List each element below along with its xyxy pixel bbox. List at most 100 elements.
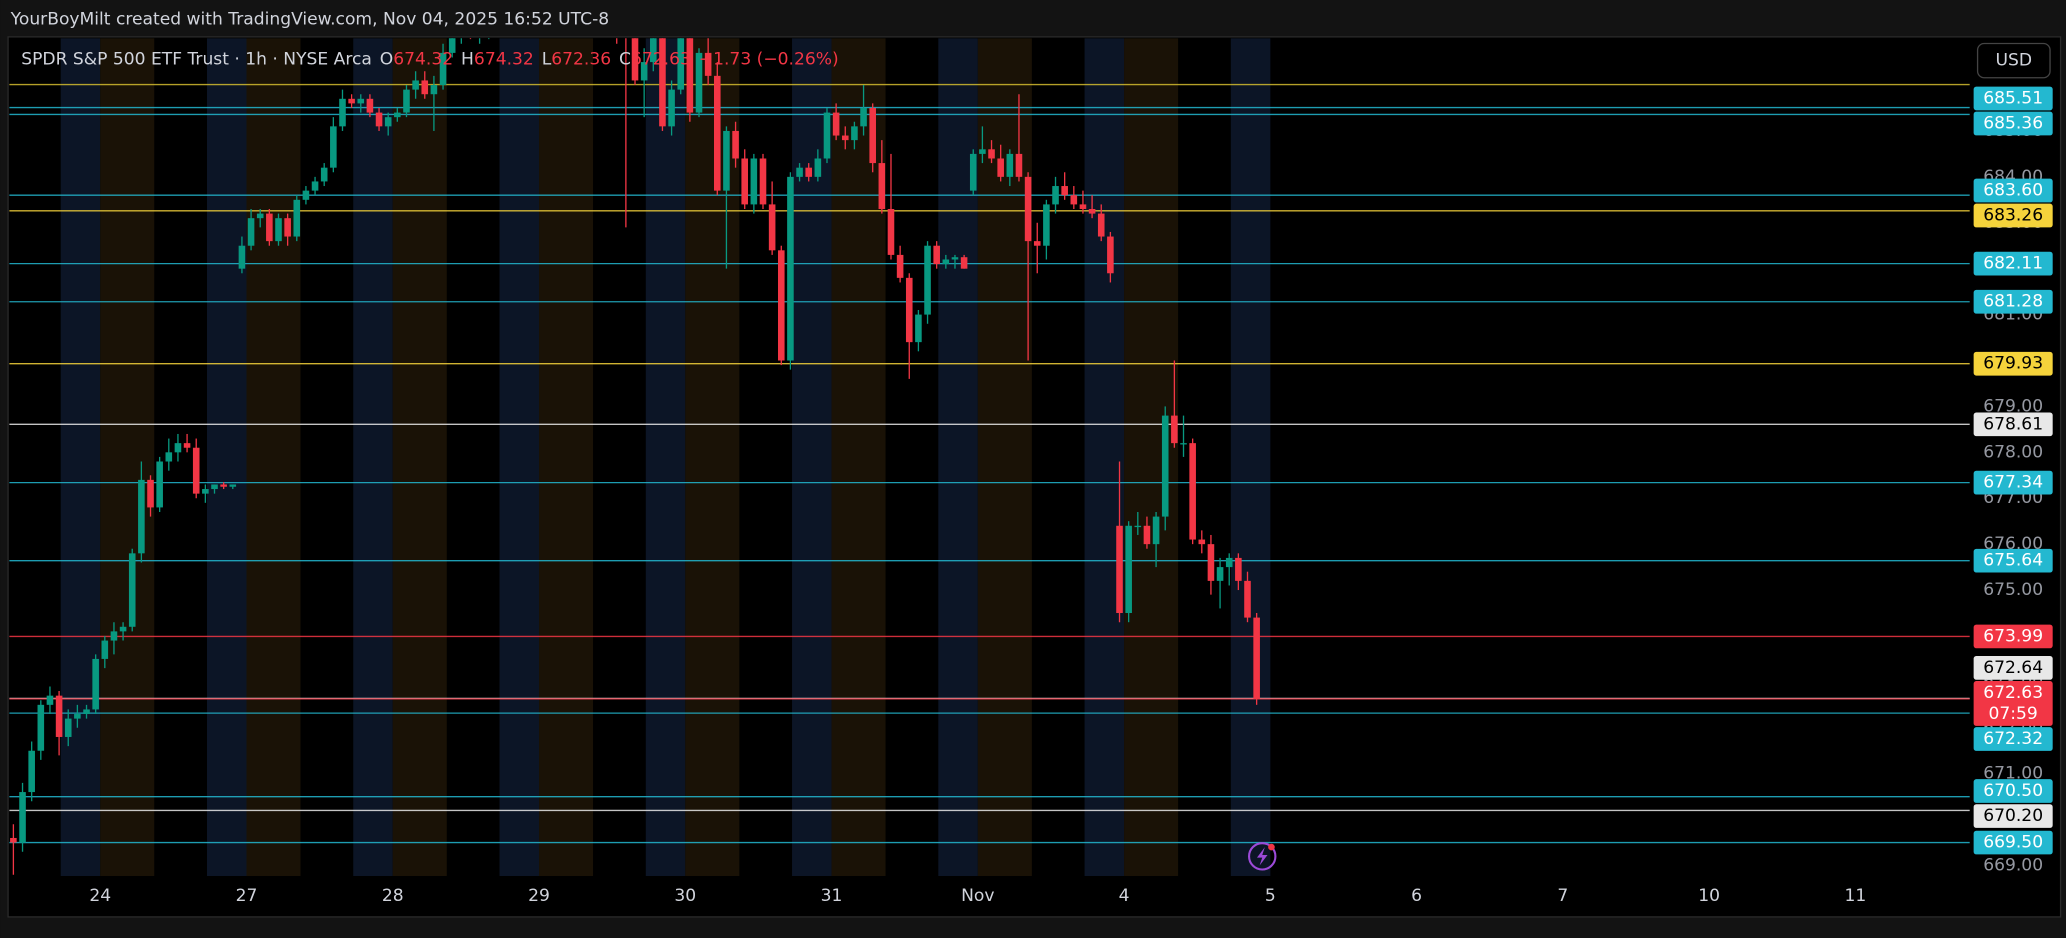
price-label-box [1973, 470, 2053, 495]
candle-body [796, 167, 803, 177]
postmarket-band [392, 38, 447, 877]
candle-body [759, 158, 767, 205]
candle-body [1244, 580, 1251, 618]
candle-body [220, 484, 227, 487]
candle-body [887, 208, 895, 255]
candle-body [46, 695, 54, 705]
candle-body [1189, 443, 1196, 540]
candle-body [1225, 557, 1233, 568]
candle-body [1052, 186, 1059, 205]
candle-body [1033, 241, 1041, 246]
candle-body [1125, 525, 1132, 614]
legend-text: SPDR S&P 500 ETF Trust · 1h · NYSE Arca O… [21, 49, 838, 69]
price-label-box [1973, 779, 2053, 803]
x-tick-label: 30 [674, 886, 696, 906]
candle-body [1107, 236, 1114, 274]
price-label: 670.20 [1983, 806, 2043, 826]
price-label-box [1973, 624, 2053, 649]
x-tick-label: 4 [1119, 886, 1130, 906]
candle-body [174, 443, 182, 453]
price-label-box [1973, 251, 2053, 276]
price-label: 670.50 [1983, 781, 2043, 801]
candle-body [293, 199, 301, 237]
postmarket-band [100, 38, 155, 877]
candle-body [814, 158, 822, 177]
candle-body [1015, 153, 1023, 177]
legend-key: O [380, 49, 393, 69]
x-tick-label: Nov [961, 886, 994, 906]
candle-body [1006, 153, 1014, 177]
legend-key: L [542, 49, 552, 69]
candle-body [439, 52, 447, 86]
candle-body [668, 89, 675, 127]
postmarket-band [831, 38, 886, 877]
premarket-band [499, 38, 540, 877]
premarket-band [792, 38, 832, 877]
candle-body [951, 257, 959, 260]
candle-body [394, 112, 401, 118]
y-tick-label: 669.00 [1983, 856, 2043, 876]
price-label-box [1973, 830, 2053, 855]
legend: SPDR S&P 500 ETF Trust · 1h · NYSE Arca O… [21, 49, 838, 69]
candle-body [741, 158, 749, 205]
candle-body [1198, 539, 1206, 545]
candle-body [878, 163, 886, 209]
candle-body [1216, 567, 1224, 581]
postmarket-band [1124, 38, 1179, 877]
legend-change: −1.73 (−0.26%) [699, 49, 839, 69]
candle-body [247, 218, 255, 246]
candle-body [841, 135, 849, 141]
alert-ring[interactable] [1248, 842, 1277, 871]
candle-body [695, 52, 703, 113]
candle-body [979, 149, 986, 154]
price-label: 672.32 [1983, 729, 2043, 749]
x-tick-label: 11 [1845, 886, 1867, 906]
x-tick-label: 31 [821, 886, 843, 906]
candle-body [1171, 415, 1178, 444]
y-tick-label: 678.00 [1983, 442, 2043, 462]
legend-symbol: SPDR S&P 500 ETF Trust · 1h · NYSE Arca [21, 49, 372, 69]
alert-dot[interactable] [1268, 843, 1275, 851]
price-label-box [1973, 412, 2053, 437]
x-tick-label: 24 [89, 886, 111, 906]
price-label: 678.61 [1983, 414, 2043, 434]
x-tick-label: 27 [236, 886, 258, 906]
legend-key: H [461, 49, 474, 69]
candle-body [924, 245, 931, 315]
price-label-box [1973, 86, 2053, 111]
alert-icon[interactable] [1248, 842, 1277, 871]
candle-body [55, 695, 63, 737]
price-label-box [1973, 351, 2053, 376]
x-tick-label: 5 [1265, 886, 1276, 906]
price-label: 683.26 [1983, 206, 2043, 226]
currency-label[interactable]: USD [1996, 51, 2033, 71]
price-label: 685.36 [1983, 113, 2043, 133]
candle-body [128, 553, 136, 627]
candle-body [311, 181, 319, 191]
candle-body [650, 38, 657, 63]
candle-body [138, 479, 145, 554]
currency-button[interactable] [1976, 42, 2051, 79]
alert-bolt[interactable] [1256, 847, 1268, 866]
candle-body [211, 484, 218, 490]
postmarket-band [685, 38, 740, 877]
price-label: 682.11 [1983, 254, 2043, 274]
candle-body [787, 176, 794, 361]
legend-value: 672.63 [631, 49, 691, 69]
candle-body [339, 98, 346, 127]
candle-body [110, 631, 118, 641]
price-label-box [1973, 203, 2053, 228]
price-label-box [1973, 548, 2053, 573]
price-label: 675.64 [1983, 551, 2043, 571]
x-tick-label: 28 [382, 886, 404, 906]
legend-value: 674.32 [393, 49, 453, 69]
candle-body [375, 112, 383, 127]
candle-body [320, 167, 328, 182]
legend-value: 672.36 [551, 49, 611, 69]
candle-body [74, 714, 81, 719]
premarket-band [1230, 38, 1271, 877]
candle-body [1061, 186, 1068, 196]
candles [10, 38, 1260, 875]
candle-body [915, 314, 922, 343]
candle-body [1180, 443, 1187, 445]
